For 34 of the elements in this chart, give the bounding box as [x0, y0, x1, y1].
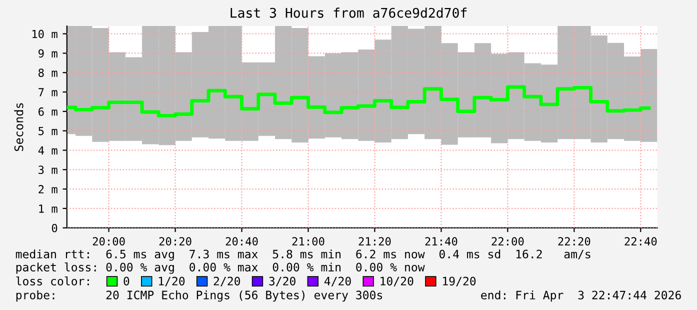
y-tick-label: 3 m — [38, 166, 58, 174]
legend-title: loss color: — [16, 276, 89, 286]
y-tick-label: 8 m — [38, 68, 58, 78]
x-tick-label: 20:20 — [159, 237, 192, 246]
text: median rtt: 6.5 ms avg 7.3 ms max 5.8 ms min 6.2 ms now 0.4 ms sd 16.2 am/s — [16, 250, 590, 261]
y-tick-label: 7 m — [38, 88, 58, 96]
x-tick-label: 21:00 — [292, 237, 324, 246]
y-tick-label: 9 m — [38, 49, 58, 58]
y-tick-label: 4 m — [38, 146, 58, 154]
legend-label: 2/20 — [214, 276, 240, 286]
y-tick-label: 10 m — [32, 30, 58, 38]
y-tick-label: 5 m — [38, 126, 58, 136]
y-tick-label: 2 m — [38, 185, 58, 194]
x-tick-label: 22:40 — [624, 237, 657, 246]
y-tick-label: 1 m — [39, 204, 58, 213]
legend-label: 4/20 — [324, 276, 351, 286]
x-tick-label: 20:40 — [226, 237, 258, 246]
chart-title: Last 3 Hours from a76ce9d2d70f — [230, 8, 467, 18]
y-tick-label: 0 — [52, 224, 58, 232]
legend-label: 19/20 — [443, 276, 476, 286]
text: end: Fri Apr 3 22:47:44 2026 — [481, 290, 681, 302]
text: packet loss: 0.00 % avg 0.00 % max 0.00 % min 0.00 % now — [16, 262, 425, 274]
x-tick-label: 22:00 — [492, 237, 524, 246]
y-tick-label: 6 m — [38, 107, 58, 116]
legend-label: 3/20 — [269, 276, 296, 286]
legend-label: 10/20 — [380, 276, 414, 286]
text: probe: 20 ICMP Echo Pings (56 Bytes) every 300s — [16, 290, 382, 302]
legend-label: 0 — [124, 276, 130, 286]
legend-label: 1/20 — [158, 276, 185, 286]
x-tick-label: 21:20 — [358, 237, 391, 246]
x-tick-label: 22:20 — [558, 237, 590, 246]
x-tick-label: 20:00 — [92, 237, 125, 246]
y-axis-title: Seconds — [14, 103, 24, 152]
x-tick-label: 21:40 — [425, 237, 458, 246]
